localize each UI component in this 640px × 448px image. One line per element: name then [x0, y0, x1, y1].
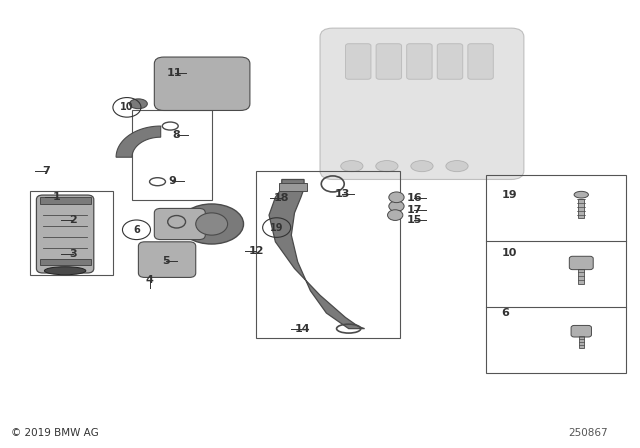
FancyBboxPatch shape — [468, 44, 493, 79]
Text: 19: 19 — [502, 190, 517, 200]
FancyBboxPatch shape — [437, 44, 463, 79]
Ellipse shape — [340, 160, 363, 172]
Ellipse shape — [44, 267, 86, 275]
Circle shape — [388, 210, 403, 220]
Text: 9: 9 — [168, 176, 176, 186]
Bar — [486, 175, 626, 373]
Text: 4: 4 — [146, 275, 154, 284]
Text: © 2019 BMW AG: © 2019 BMW AG — [11, 428, 99, 438]
Text: 3: 3 — [69, 249, 77, 259]
Text: 11: 11 — [167, 68, 182, 78]
Bar — [30, 190, 113, 275]
Text: 16: 16 — [406, 193, 422, 203]
Bar — [132, 111, 212, 199]
Text: 250867: 250867 — [568, 428, 607, 438]
Text: 5: 5 — [162, 255, 170, 266]
Ellipse shape — [376, 160, 398, 172]
Text: 15: 15 — [406, 215, 422, 225]
Polygon shape — [116, 126, 161, 157]
Ellipse shape — [446, 160, 468, 172]
Circle shape — [389, 192, 404, 202]
Text: 17: 17 — [406, 205, 422, 215]
FancyBboxPatch shape — [320, 28, 524, 180]
FancyBboxPatch shape — [154, 208, 205, 240]
PathPatch shape — [269, 180, 365, 329]
Text: 8: 8 — [173, 130, 180, 140]
Circle shape — [196, 213, 228, 235]
Text: 10: 10 — [120, 102, 134, 112]
Bar — [578, 199, 584, 218]
FancyBboxPatch shape — [346, 44, 371, 79]
Text: 2: 2 — [69, 215, 77, 224]
FancyBboxPatch shape — [138, 242, 196, 277]
Text: 6: 6 — [133, 225, 140, 235]
Ellipse shape — [180, 204, 244, 244]
Text: 18: 18 — [274, 193, 289, 203]
Text: 19: 19 — [270, 223, 284, 233]
Text: 14: 14 — [294, 323, 310, 334]
Text: 13: 13 — [335, 189, 350, 199]
Ellipse shape — [129, 99, 147, 109]
Bar — [578, 266, 584, 284]
Text: 1: 1 — [53, 192, 61, 202]
Bar — [278, 183, 307, 190]
Bar — [40, 259, 91, 265]
Ellipse shape — [411, 160, 433, 172]
Circle shape — [389, 201, 404, 211]
Bar — [40, 197, 91, 204]
Ellipse shape — [574, 191, 588, 198]
FancyBboxPatch shape — [571, 325, 591, 337]
Text: 12: 12 — [248, 246, 264, 256]
FancyBboxPatch shape — [154, 57, 250, 111]
FancyBboxPatch shape — [570, 256, 593, 270]
FancyBboxPatch shape — [406, 44, 432, 79]
FancyBboxPatch shape — [376, 44, 401, 79]
Text: 6: 6 — [502, 308, 509, 318]
FancyBboxPatch shape — [36, 195, 94, 273]
Bar — [256, 171, 399, 337]
Text: 10: 10 — [502, 248, 517, 258]
Text: 7: 7 — [42, 166, 50, 176]
Bar — [579, 334, 584, 348]
